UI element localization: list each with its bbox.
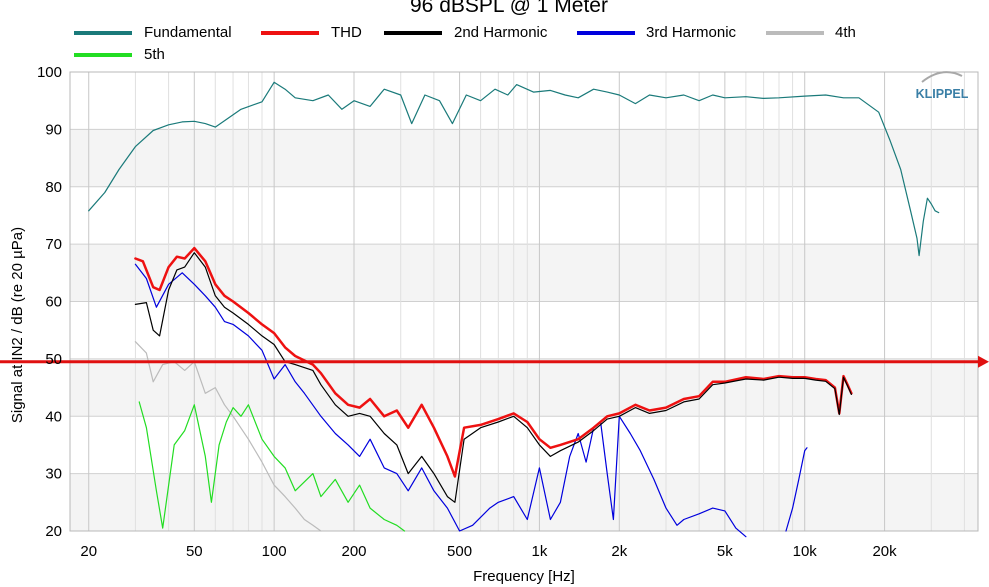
legend-label-4th: 4th — [835, 24, 856, 41]
y-tick-label: 20 — [45, 523, 62, 540]
series-line-blue-tail — [785, 447, 808, 532]
series-line-2nd-harmonic — [134, 252, 852, 503]
legend-swatch-fundamental — [74, 31, 132, 35]
legend-swatch-4th — [766, 31, 824, 35]
chart-title: 96 dBSPL @ 1 Meter — [410, 0, 608, 17]
x-tick-label: 1k — [532, 543, 548, 560]
plot-band — [70, 129, 978, 187]
x-tick-label: 5k — [717, 543, 733, 560]
logo-text: KLIPPEL — [916, 87, 969, 101]
plot-band — [70, 244, 978, 302]
reference-line — [0, 355, 989, 368]
y-tick-label: 90 — [45, 121, 62, 138]
klippel-logo: KLIPPEL — [916, 71, 969, 101]
plot-band — [70, 473, 978, 531]
series-line-fundamental — [88, 81, 940, 257]
series-line-3rd-harmonic — [134, 263, 747, 538]
legend-swatch-thd — [261, 31, 319, 35]
plot-band — [70, 186, 978, 245]
legend-label-2nd-harmonic: 2nd Harmonic — [454, 24, 548, 41]
x-tick-label: 20 — [80, 543, 97, 560]
x-axis-label: Frequency [Hz] — [473, 568, 575, 585]
y-axis-label: Signal at IN2 / dB (re 20 µPa) — [9, 227, 26, 423]
y-tick-label: 70 — [45, 236, 62, 253]
series-line-4th — [134, 341, 322, 532]
plot-area — [69, 71, 979, 532]
y-tick-label: 40 — [45, 408, 62, 425]
x-tick-label: 100 — [262, 543, 287, 560]
legend-label-fundamental: Fundamental — [144, 24, 232, 41]
series-layer — [88, 81, 940, 538]
x-tick-label: 20k — [872, 543, 897, 560]
legend: Fundamental THD 2nd Harmonic 3rd Harmoni… — [0, 0, 989, 70]
plot-background — [70, 72, 978, 531]
y-tick-label: 60 — [45, 294, 62, 311]
tick-labels: 20 30 40 50 60 70 80 90 100 20 50 100 200 500 1k 2k 5k 10… — [37, 64, 897, 560]
y-tick-label: 30 — [45, 466, 62, 483]
series-line-thd — [134, 246, 853, 478]
y-tick-label: 100 — [37, 64, 62, 81]
y-tick-label: 50 — [45, 351, 62, 368]
x-tick-label: 2k — [611, 543, 627, 560]
legend-swatch-5th — [74, 53, 132, 57]
plot-band — [70, 416, 978, 474]
plot-band — [70, 358, 978, 417]
plot-band — [70, 72, 978, 130]
x-tick-label: 10k — [793, 543, 818, 560]
series-line-5th — [138, 401, 406, 532]
x-tick-label: 500 — [447, 543, 472, 560]
x-tick-label: 200 — [341, 543, 366, 560]
legend-swatch-3rd-harmonic — [577, 31, 635, 35]
legend-label-thd: THD — [331, 24, 362, 41]
x-tick-label: 50 — [186, 543, 203, 560]
legend-label-3rd-harmonic: 3rd Harmonic — [646, 24, 737, 41]
reference-line-arrow — [978, 355, 989, 368]
y-tick-label: 80 — [45, 179, 62, 196]
plot-band — [70, 301, 978, 359]
legend-swatch-2nd-harmonic — [384, 31, 442, 35]
legend-label-5th: 5th — [144, 46, 165, 63]
